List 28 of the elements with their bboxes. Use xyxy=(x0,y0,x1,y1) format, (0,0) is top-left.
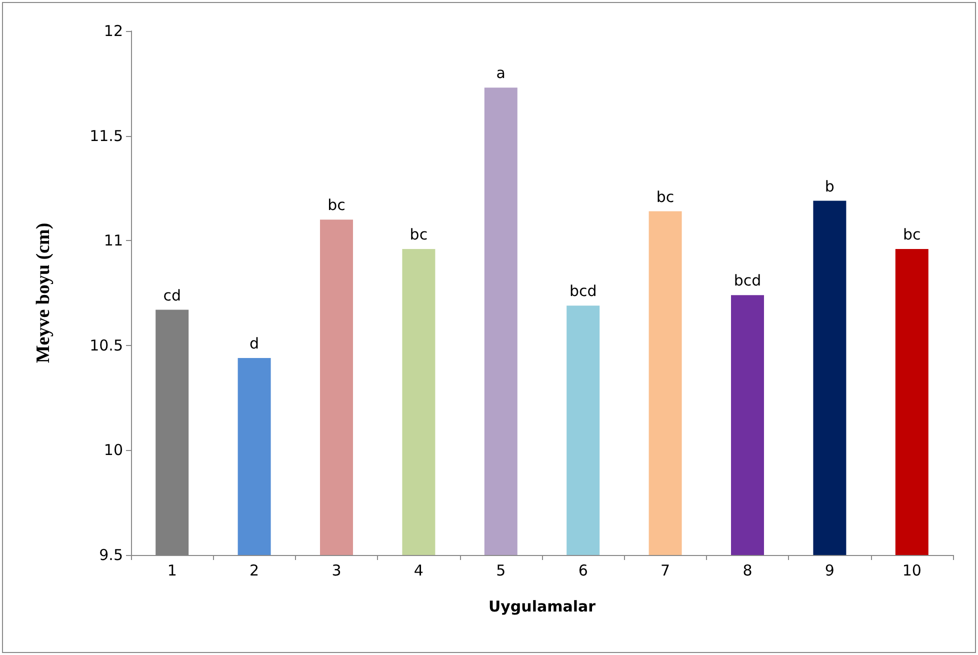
annotation: bc xyxy=(410,225,428,244)
x-tick-label: 2 xyxy=(250,562,260,580)
annotation: bc xyxy=(328,196,346,214)
x-tick-label: 8 xyxy=(742,562,752,580)
y-tick-label: 12 xyxy=(104,22,123,40)
annotation: b xyxy=(824,177,834,196)
annotation: bc xyxy=(903,225,921,244)
y-tick-label: 10.5 xyxy=(90,336,123,354)
y-tick-label: 9.5 xyxy=(99,546,123,564)
y-tick-label: 10 xyxy=(104,441,123,460)
annotation: bc xyxy=(656,188,674,206)
x-tick-label: 9 xyxy=(824,562,834,580)
annotation: bcd xyxy=(569,282,597,300)
x-tick-label: 6 xyxy=(578,562,588,580)
annotation: bcd xyxy=(734,272,762,290)
x-tick-label: 7 xyxy=(660,562,670,580)
annotation: cd xyxy=(163,286,181,304)
annotation: d xyxy=(250,334,260,352)
x-tick-label: 1 xyxy=(167,562,177,580)
y-tick-label: 11 xyxy=(104,232,123,250)
y-tick-label: 11.5 xyxy=(90,126,123,145)
y-axis-title: Meyve boyu (cm) xyxy=(33,222,54,364)
x-tick-label: 10 xyxy=(902,562,922,580)
x-tick-label: 3 xyxy=(332,562,342,580)
x-tick-label: 5 xyxy=(496,562,506,580)
annotation: a xyxy=(496,64,506,82)
x-tick-label: 4 xyxy=(414,562,424,580)
x-axis-title: Uygulamalar xyxy=(488,598,596,616)
